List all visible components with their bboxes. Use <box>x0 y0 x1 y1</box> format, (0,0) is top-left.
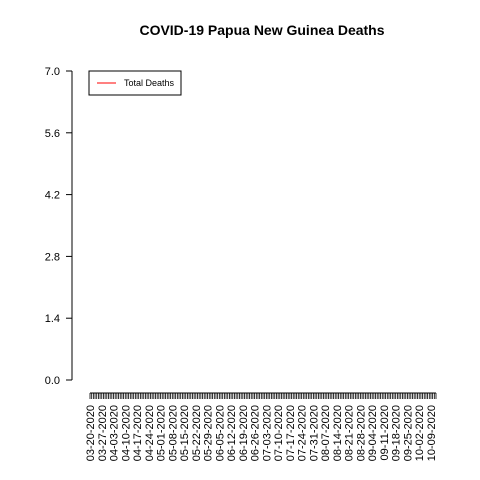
x-tick-label: 06-12-2020 <box>226 405 238 461</box>
x-tick-label: 09-25-2020 <box>402 405 414 461</box>
x-tick-label: 08-28-2020 <box>355 405 367 461</box>
x-tick-label: 07-31-2020 <box>308 405 320 461</box>
x-tick-label: 07-17-2020 <box>285 405 297 461</box>
x-tick-label: 03-20-2020 <box>85 405 97 461</box>
x-tick-label: 05-15-2020 <box>179 405 191 461</box>
y-tick-label: 5.6 <box>45 128 60 140</box>
x-tick-label: 04-10-2020 <box>120 405 132 461</box>
x-tick-label: 07-24-2020 <box>297 405 309 461</box>
y-tick-label: 2.8 <box>45 251 60 263</box>
x-tick-label: 06-19-2020 <box>238 405 250 461</box>
x-tick-label: 08-07-2020 <box>320 405 332 461</box>
x-tick-label: 05-01-2020 <box>156 405 168 461</box>
x-tick-label: 10-02-2020 <box>414 405 426 461</box>
x-tick-label: 09-11-2020 <box>379 405 391 460</box>
x-tick-label: 06-26-2020 <box>250 405 262 461</box>
y-tick-label: 4.2 <box>45 190 60 202</box>
chart-title: COVID-19 Papua New Guinea Deaths <box>139 22 384 38</box>
x-tick-label: 05-08-2020 <box>167 405 179 461</box>
x-tick-label: 07-03-2020 <box>261 405 273 461</box>
x-tick-label: 05-29-2020 <box>203 405 215 461</box>
x-tick-label: 10-09-2020 <box>426 405 438 461</box>
y-tick-label: 1.4 <box>45 313 60 325</box>
x-tick-label: 08-21-2020 <box>344 405 356 461</box>
x-tick-label: 04-24-2020 <box>144 405 156 461</box>
x-tick-label: 07-10-2020 <box>273 405 285 461</box>
legend: Total Deaths <box>88 70 182 96</box>
x-tick-label: 06-05-2020 <box>214 405 226 461</box>
x-tick-label: 09-18-2020 <box>391 405 403 461</box>
x-tick-label: 08-14-2020 <box>332 405 344 461</box>
x-tick-label: 04-03-2020 <box>109 405 121 461</box>
x-axis: 03-20-2020 03-27-2020 04-03-2020 04-10-2020… <box>85 392 438 461</box>
x-tick-label: 03-27-2020 <box>97 405 109 461</box>
x-tick-label: 05-22-2020 <box>191 405 203 461</box>
legend-label-total-deaths: Total Deaths <box>124 78 175 88</box>
y-tick-label: 0.0 <box>45 375 60 387</box>
x-tick-label: 04-17-2020 <box>132 405 144 461</box>
y-axis: 0.0 1.4 2.8 4.2 5.6 7.0 <box>45 66 73 387</box>
y-tick-label: 7.0 <box>45 66 60 78</box>
x-tick-label: 09-04-2020 <box>367 405 379 461</box>
